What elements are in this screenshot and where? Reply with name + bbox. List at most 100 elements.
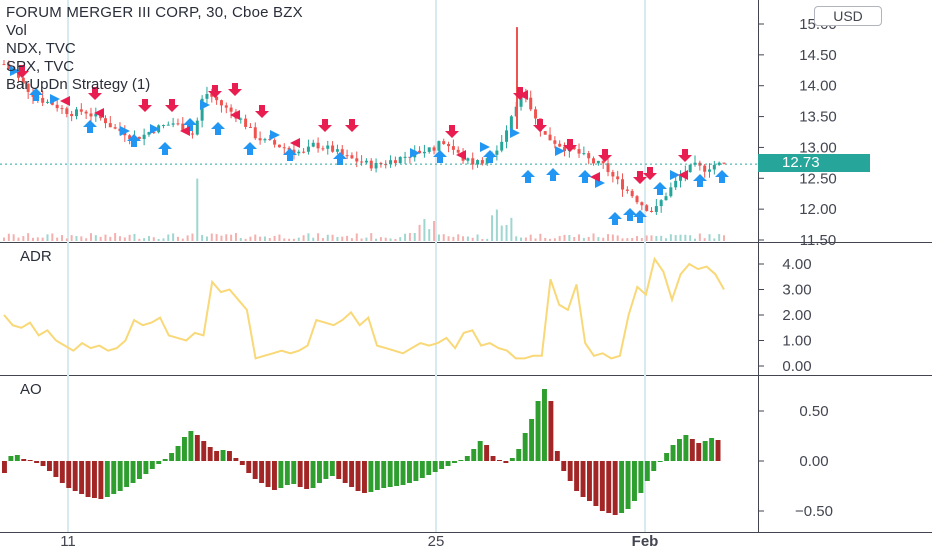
volume-bar	[263, 236, 266, 241]
price-axis[interactable]: 15.0014.5014.0013.5013.0012.5012.0011.50…	[758, 16, 837, 520]
ao-bar	[111, 461, 117, 494]
sell-arrow-icon	[165, 99, 179, 112]
buy-arrow-icon	[521, 170, 535, 183]
candle-body	[456, 149, 460, 153]
buy-flag-icon	[120, 126, 130, 136]
volume-bar	[99, 236, 102, 241]
pane-separator	[0, 375, 932, 376]
ao-bar	[59, 461, 65, 483]
ao-bar	[503, 461, 509, 463]
candle-body	[582, 153, 586, 155]
volume-bar	[302, 235, 305, 241]
candle-body	[277, 144, 281, 148]
volume-bar	[650, 235, 653, 241]
candle-body	[219, 100, 223, 106]
overlay-ndx[interactable]: NDX, TVC	[6, 40, 76, 57]
adr-pane[interactable]	[3, 256, 725, 360]
adr-pane-label[interactable]: ADR	[20, 248, 52, 265]
ao-bar	[664, 453, 670, 461]
candle-body	[616, 176, 620, 180]
overlay-strategy[interactable]: BarUpDn Strategy (1)	[6, 76, 151, 93]
candle-body	[437, 141, 441, 151]
overlay-vol[interactable]: Vol	[6, 22, 27, 39]
volume-bar	[109, 236, 112, 241]
adr-tick-label: 3.00	[782, 282, 811, 299]
ao-bar	[265, 461, 271, 487]
candle-body	[519, 96, 523, 107]
ao-bar	[149, 461, 155, 469]
ao-bar	[2, 461, 7, 473]
candle-body	[592, 158, 596, 164]
volume-bar	[341, 236, 344, 241]
price-tick-label: 13.00	[799, 139, 837, 156]
candle-body	[379, 162, 383, 165]
candle-body	[389, 160, 393, 165]
candle-body	[248, 126, 252, 128]
candle-body	[611, 172, 615, 177]
candle-body	[563, 146, 567, 152]
ao-pane-label[interactable]: AO	[20, 381, 42, 398]
sell-arrow-icon	[445, 125, 459, 138]
ao-bar	[387, 461, 393, 487]
volume-bar	[558, 236, 561, 241]
buy-flag-icon	[410, 148, 420, 158]
buy-arrow-icon	[715, 170, 729, 183]
candle-body	[74, 109, 78, 117]
currency-button[interactable]: USD	[814, 6, 882, 26]
candle-body	[505, 130, 509, 142]
volume-bar	[689, 235, 692, 241]
symbol-title[interactable]: FORUM MERGER III CORP, 30, Cboe BZX	[6, 4, 303, 21]
sell-arrow-icon	[345, 119, 359, 132]
candle-body	[398, 156, 402, 164]
ao-bar	[413, 461, 419, 481]
volume-bar	[249, 236, 252, 241]
price-pane[interactable]	[0, 27, 758, 241]
sell-flag-icon	[230, 110, 240, 120]
candle-body	[195, 120, 199, 135]
volume-bar	[162, 238, 165, 241]
buy-arrow-icon	[546, 168, 560, 181]
candle-body	[340, 149, 344, 156]
volume-bar	[181, 238, 184, 241]
ao-bar	[278, 461, 284, 488]
candle-body	[302, 151, 306, 153]
time-axis[interactable]: 11 25 Feb	[60, 533, 658, 550]
candle-body	[698, 162, 702, 166]
volume-bar	[645, 235, 648, 241]
volume-bar	[225, 234, 228, 241]
ao-bar	[535, 401, 541, 461]
candle-body	[244, 118, 248, 127]
ao-bar	[349, 461, 355, 487]
volume-bar	[201, 234, 204, 241]
volume-bar	[524, 237, 527, 241]
candle-body	[688, 164, 692, 173]
ao-pane[interactable]	[2, 389, 721, 515]
volume-bar	[17, 237, 20, 241]
sell-arrow-icon	[678, 149, 692, 162]
ao-bar	[40, 461, 46, 466]
overlay-spx[interactable]: SPX, TVC	[6, 58, 75, 75]
candle-body	[601, 160, 605, 164]
candle-body	[311, 142, 315, 147]
candle-body	[621, 179, 625, 190]
volume-bar	[486, 238, 489, 241]
ao-bar	[677, 439, 682, 461]
buy-flag-icon	[510, 128, 520, 138]
volume-bar	[481, 238, 484, 241]
price-tick-label: 14.50	[799, 47, 837, 64]
candle-body	[273, 140, 277, 145]
candle-body	[326, 145, 330, 149]
volume-bar	[85, 238, 88, 241]
ao-bar	[587, 461, 592, 501]
ao-bar	[497, 460, 502, 461]
volume-bar	[31, 237, 34, 241]
candle-body	[258, 138, 262, 141]
ao-bar	[182, 437, 187, 461]
buy-arrow-icon	[623, 208, 637, 221]
candle-body	[640, 202, 644, 206]
volume-bar	[22, 236, 25, 241]
volume-bar	[437, 234, 440, 241]
volume-bar	[573, 237, 576, 241]
volume-bar	[336, 236, 339, 241]
